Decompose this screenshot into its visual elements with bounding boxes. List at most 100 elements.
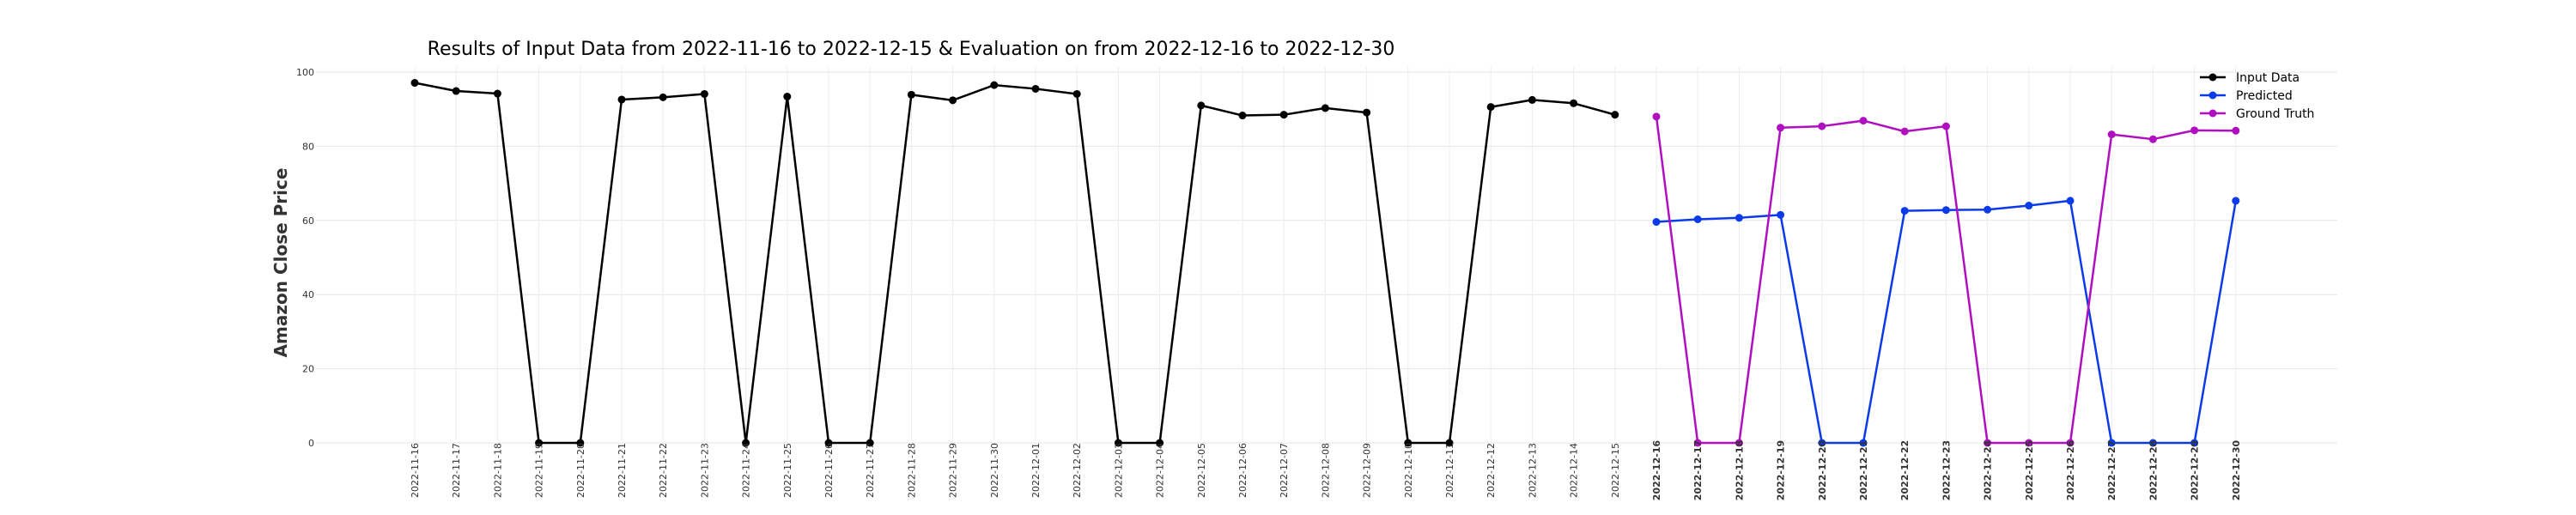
series-point [949,96,957,105]
series-point [1570,99,1578,107]
x-tick-label: 2022-11-30 [989,443,1000,498]
series-point [617,95,626,104]
series-point [1735,439,1743,447]
x-tick-label: 2022-11-22 [658,443,669,498]
series-point [1900,127,1909,136]
series-point [493,89,501,98]
series-point [576,439,585,447]
series-point [1238,112,1247,120]
legend-label: Input Data [2236,71,2300,85]
series-point [1279,111,1288,119]
x-tick-label: 2022-12-17 [1692,440,1704,500]
x-tick-label: 2022-12-18 [1734,440,1745,500]
series-point [2025,202,2033,210]
series-point [1859,439,1868,447]
series-point [2190,126,2199,135]
series-point [866,439,874,447]
series-point [1693,215,1702,224]
y-tick-label: 40 [302,289,314,300]
x-tick-label: 2022-12-07 [1279,443,1290,498]
series-point [659,93,667,101]
x-tick-label: 2022-12-14 [1569,443,1580,498]
legend-label: Predicted [2236,89,2293,103]
x-tick-label: 2022-12-05 [1196,443,1207,498]
x-tick-label: 2022-12-26 [2065,439,2076,500]
x-tick-label: 2022-12-25 [2024,440,2035,500]
series-point [1900,207,1909,215]
x-tick-label: 2022-12-19 [1776,440,1787,500]
series-point [410,79,419,88]
series-point [452,87,460,95]
series-point [1941,206,1950,215]
series-point [2107,130,2116,139]
series-point [1984,439,1992,447]
series-point [2232,126,2240,135]
series-point [2148,439,2157,447]
x-tick-label: 2022-12-24 [1983,439,1994,500]
series-point [2025,439,2033,447]
x-tick-label: 2022-12-09 [1362,443,1373,498]
y-tick-label: 100 [296,67,314,78]
series-point [1156,439,1164,447]
x-tick-label: 2022-11-17 [451,443,462,498]
x-tick-label: 2022-11-18 [492,443,503,498]
x-tick-label: 2022-12-03 [1113,443,1124,498]
x-tick-label: 2022-12-10 [1403,443,1414,498]
series-point [1486,103,1495,112]
series-point [1818,122,1826,130]
series-point [1859,117,1868,125]
y-tick-label: 60 [302,215,314,227]
x-tick-label: 2022-12-16 [1651,439,1662,500]
legend-marker [2208,73,2217,82]
x-tick-label: 2022-12-04 [1155,443,1166,498]
series-point [1404,439,1413,447]
x-tick-label: 2022-11-19 [534,443,545,498]
x-tick-label: 2022-12-13 [1527,443,1538,498]
series-point [1528,95,1536,104]
x-tick-label: 2022-12-12 [1485,443,1497,498]
series-point [1114,439,1122,447]
series-point [1941,122,1950,130]
series-point [1818,439,1826,447]
series-point [1445,439,1454,447]
series-point [1611,111,1619,119]
x-tick-label: 2022-12-22 [1899,440,1911,500]
y-axis-label: Amazon Close Price [270,168,291,358]
series-point [2107,439,2116,447]
x-tick-label: 2022-12-23 [1941,440,1952,500]
series-point [2148,135,2157,143]
legend-marker [2208,91,2217,100]
x-tick-label: 2022-12-11 [1444,443,1455,498]
x-tick-label: 2022-12-01 [1030,443,1042,498]
series-point [1735,214,1743,222]
series-point [2066,439,2075,447]
series-point [2232,197,2240,205]
x-tick-label: 2022-11-27 [865,443,876,498]
series-point [990,81,999,89]
legend-label: Ground Truth [2236,107,2314,121]
x-tick-label: 2022-11-25 [782,443,793,498]
y-tick-label: 20 [302,364,314,375]
series-point [2190,439,2199,447]
series-point [1072,89,1081,98]
series-point [1652,112,1661,121]
x-tick-label: 2022-11-29 [948,443,959,498]
series-point [783,93,792,101]
x-tick-label: 2022-12-29 [2190,440,2201,500]
axis-layer: 0 20 40 60 80 100 2022-11-16 2022-11-17 2022-11-… [296,67,2242,500]
chart-title: Results of Input Data from 2022-11-16 to… [428,39,1395,60]
series-point [535,439,544,447]
series-point [1321,104,1329,112]
series-point [1777,124,1785,132]
x-tick-label: 2022-12-30 [2231,439,2242,500]
series-point [1777,210,1785,219]
x-tick-label: 2022-11-24 [741,443,752,498]
series-point [1363,108,1371,117]
x-tick-label: 2022-12-15 [1610,443,1621,498]
x-tick-label: 2022-12-02 [1072,443,1083,498]
series-point [1031,84,1040,93]
series-point [1984,205,1992,214]
